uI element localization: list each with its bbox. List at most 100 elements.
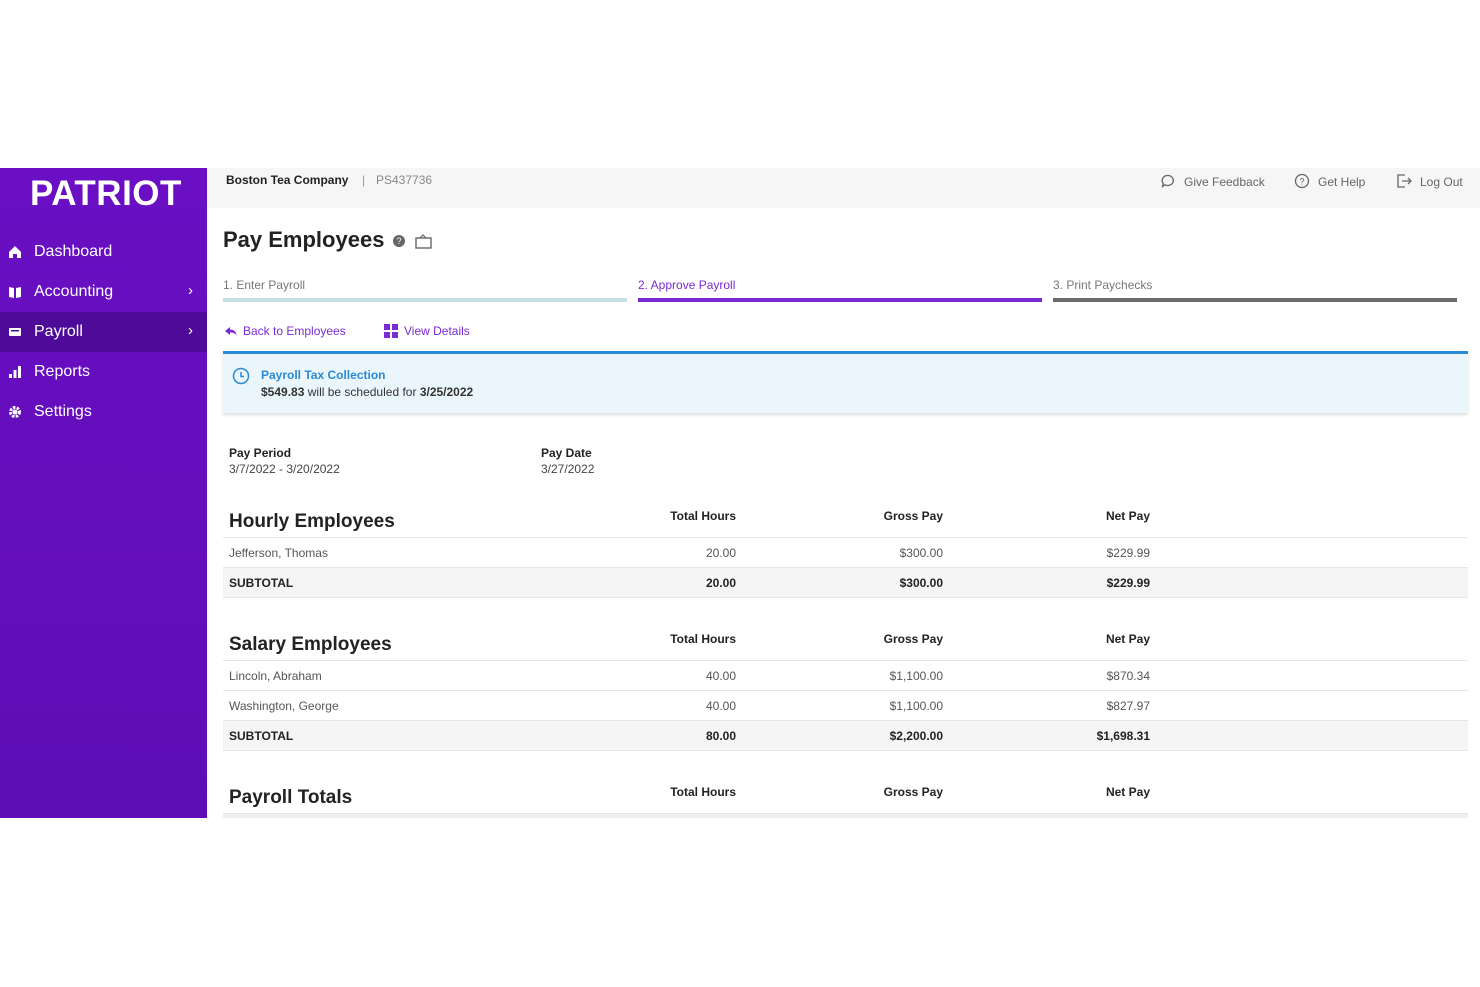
column-header: Gross Pay [883,508,943,523]
pay-date-label: Pay Date [541,446,592,460]
column-header: Net Pay [1105,508,1150,523]
label: SUBTOTAL [229,575,294,590]
amount: $300.00 [899,575,943,590]
nav-label: Settings [34,403,92,420]
payroll-sections: Hourly Employees Total Hours Gross Pay Net … [223,500,1468,818]
column-header: Total Hours [670,784,736,799]
table-header: Salary Employees Total Hours Gross Pay Net … [223,623,1468,661]
chevron: › [188,322,193,339]
back-icon [225,327,237,336]
column-header: Net Pay [1105,784,1150,799]
column-header: Gross Pay [883,631,943,646]
amount: $229.99 [1106,575,1150,590]
table-header: Hourly Employees Total Hours Gross Pay Net … [223,500,1468,538]
pay-period: 3/7/2022 - 3/20/2022 [229,462,340,476]
get-help[interactable]: Get Help [1318,175,1366,189]
back-link[interactable]: Back to Employees [224,324,346,338]
nav-label: Reports [34,363,91,380]
step: 2. Approve Payroll [638,278,736,292]
amount: $2,200.00 [889,728,943,743]
sidebar: PATRIOT Dashboard Accounting › Payroll › Repo… [0,168,207,818]
notice-date: 3/25/2022 [419,385,474,399]
top-bar: Boston Tea Company | PS437736 Give Feedb… [207,168,1480,208]
nav-label: Payroll [34,323,83,340]
subtotal-row: SUBTOTAL 20.00 $300.00 $229.99 [223,568,1468,598]
label: SUBTOTAL [229,728,294,743]
section-title: Salary Employees [229,633,392,655]
nav-item[interactable]: Dashboard [0,232,207,272]
table-header: Payroll Totals Total Hours Gross Pay Net Pa… [223,776,1468,814]
employee-row: Jefferson, Thomas 20.00 $300.00 $229.99 [223,538,1468,568]
log-out[interactable]: Log Out [1420,175,1463,189]
label: Jefferson, Thomas [229,545,328,560]
column-header: Gross Pay [883,784,943,799]
back-to-employees[interactable]: Back to Employees [243,324,346,338]
nav-item[interactable]: Payroll › [0,312,207,352]
step-bar [1053,298,1457,302]
section-title: Hourly Employees [229,510,395,532]
pay-period-label: Pay Period [229,446,292,460]
amount: 20.00 [705,575,736,590]
nav-icon [9,287,21,298]
nav-icon [9,328,21,336]
nav-icon [9,406,21,418]
subtotal-row: SUBTOTAL 80.00 $2,200.00 $1,698.31 [223,721,1468,751]
company-name[interactable]: Boston Tea Company [226,173,349,187]
feedback-icon [1161,174,1174,188]
nav-label: Dashboard [34,243,113,260]
account-id: PS437736 [376,173,433,187]
notice-text: $549.83 will be scheduled for 3/25/2022 [261,385,473,399]
label: Washington, George [229,698,339,713]
nav-item[interactable]: Settings [0,392,207,432]
amount: $827.97 [1106,698,1150,713]
step: 1. Enter Payroll [223,278,306,292]
grid-icon [384,324,398,338]
nav-label: Accounting [34,283,114,300]
details-link[interactable]: View Details [384,324,470,338]
pay-date: 3/27/2022 [541,462,595,476]
help-icon: ? [1294,173,1310,189]
column-header: Total Hours [670,508,736,523]
payroll-table: Hourly Employees Total Hours Gross Pay Net … [223,500,1468,598]
title-icons: ? [393,234,432,249]
page-title: Pay Employees [223,227,385,252]
step: 3. Print Paychecks [1053,278,1153,292]
amount: $300.00 [899,545,943,560]
employee-row: Washington, George 40.00 $1,100.00 $827.97 [223,691,1468,721]
step-bar [223,298,627,302]
amount: $1,100.00 [889,698,943,713]
svg-text:?: ? [1299,177,1304,187]
column-header: Net Pay [1105,631,1150,646]
notice-amount: $549.83 [261,385,305,399]
notice-message: will be scheduled for [307,385,417,399]
separator: | [362,173,366,187]
notice: Payroll Tax Collection $549.83 will be s… [223,351,1468,413]
view-details[interactable]: View Details [404,324,470,338]
svg-text:?: ? [396,236,401,246]
amount: 80.00 [705,728,736,743]
main-content: Pay Employees ? 1. Enter Payroll 2. Appr… [207,208,1480,818]
nav-item[interactable]: Accounting › [0,272,207,312]
section-title: Payroll Totals [229,786,353,808]
label: Lincoln, Abraham [229,668,322,683]
amount: $1,698.31 [1096,728,1150,743]
amount: $1,100.00 [889,668,943,683]
column-header: Total Hours [670,631,736,646]
amount: $870.34 [1106,668,1150,683]
logo[interactable]: PATRIOT [30,174,182,213]
logout-icon [1397,174,1412,188]
amount: 40.00 [705,668,736,683]
notice-title: Payroll Tax Collection [261,368,386,382]
step-bar [638,298,1042,302]
amount: $229.99 [1106,545,1150,560]
employee-row: Lincoln, Abraham 40.00 $1,100.00 $870.34 [223,661,1468,691]
give-feedback[interactable]: Give Feedback [1184,175,1265,189]
amount: 40.00 [705,698,736,713]
nav-item[interactable]: Reports [0,352,207,392]
payroll-table: Salary Employees Total Hours Gross Pay Net … [223,623,1468,751]
amount: 20.00 [705,545,736,560]
nav-icon [9,246,21,258]
clock-icon [232,367,250,385]
chevron: › [188,282,193,299]
